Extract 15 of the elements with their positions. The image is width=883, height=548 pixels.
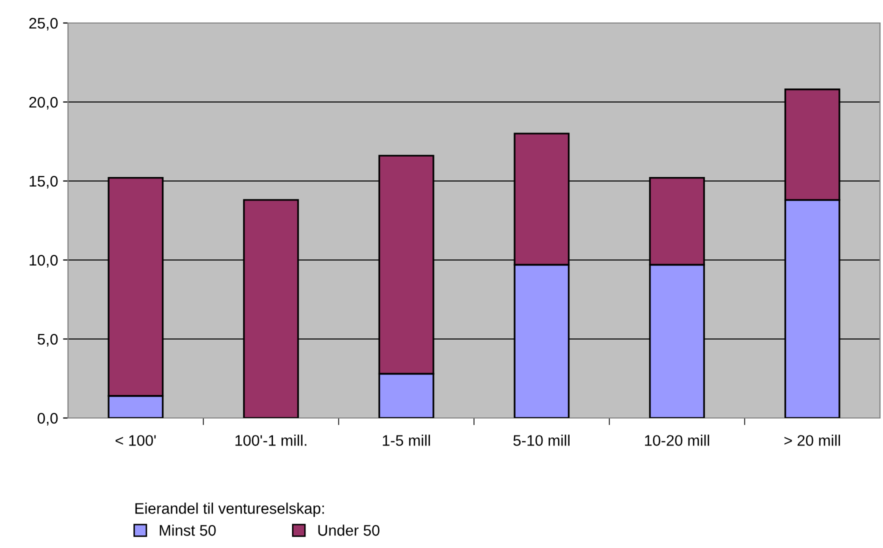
x-tick-label: 100'-1 mill.	[235, 434, 306, 446]
x-tick-label: 1-5 mill	[382, 434, 430, 446]
y-tick-label: 20,0	[29, 96, 58, 110]
x-tick-label: > 20 mill	[784, 434, 840, 446]
legend-label: Under 50	[318, 524, 380, 536]
x-tick-label: 5-10 mill	[513, 434, 570, 446]
x-tick-label: 10-20 mill	[645, 434, 710, 446]
y-tick-label: 10,0	[30, 254, 58, 268]
legend-label: Minst 50	[160, 524, 216, 536]
x-tick-label: < 100'	[116, 435, 156, 446]
y-tick-label: 5,0	[38, 334, 58, 346]
y-tick-label: 15,0	[30, 176, 58, 188]
y-tick-label: 0,0	[38, 412, 58, 426]
y-tick-label: 25,0	[29, 18, 58, 30]
legend-title: Eierandel til ventureselskap:	[135, 502, 324, 517]
